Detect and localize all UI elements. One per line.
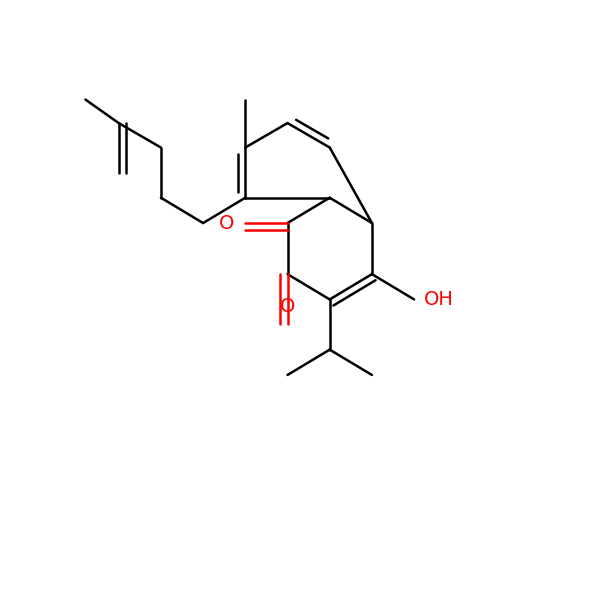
Text: OH: OH bbox=[424, 290, 454, 309]
Text: O: O bbox=[219, 214, 235, 233]
Text: O: O bbox=[280, 298, 295, 316]
